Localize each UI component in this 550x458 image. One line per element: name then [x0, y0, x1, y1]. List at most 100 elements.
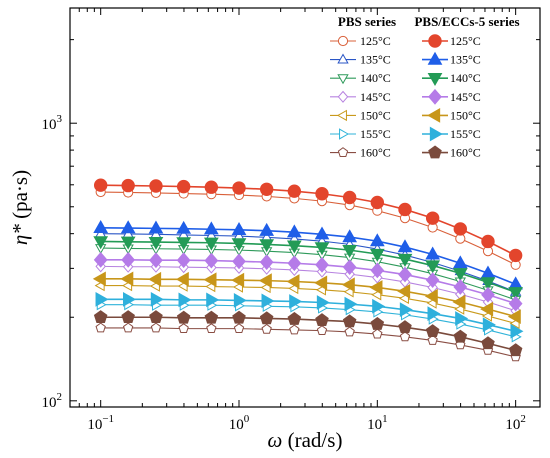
legend-swatch-marker [337, 74, 349, 85]
x-tick-label: 101 [367, 413, 388, 433]
data-point-filled [314, 275, 328, 291]
series-layer [92, 178, 524, 362]
data-point-filled [397, 283, 411, 299]
x-tick-label: 100 [229, 413, 250, 433]
data-point-filled [425, 324, 440, 338]
legend-swatch-marker [336, 109, 347, 122]
data-point-filled [453, 329, 468, 343]
y-tick-label: 102 [42, 391, 63, 411]
legend-label: 125°C [450, 34, 481, 48]
legend-swatch-marker [427, 73, 443, 87]
data-point-filled [508, 248, 523, 263]
legend-label: 150°C [360, 108, 391, 122]
data-point-filled [206, 292, 220, 308]
data-point-hollow [206, 323, 217, 334]
legend-label: 150°C [450, 108, 481, 122]
legend-item: 150°C [330, 108, 391, 122]
legend-item: 145°C [422, 88, 481, 105]
series-composite-135°C [93, 219, 524, 290]
x-axis-unit: (rad/s) [282, 428, 342, 452]
legend-swatch-marker [428, 145, 442, 159]
data-point-filled [176, 252, 191, 269]
data-point-filled [231, 272, 245, 288]
x-tick-label: 10−1 [87, 413, 114, 433]
legend-swatch-marker [427, 108, 441, 123]
series-composite-140°C [93, 236, 524, 301]
data-point-filled [121, 251, 136, 268]
data-point-filled [231, 238, 247, 252]
data-point-filled [259, 254, 274, 270]
data-point-filled [287, 255, 302, 272]
legend-item: 155°C [422, 126, 481, 142]
data-point-filled [203, 272, 217, 288]
data-point-filled [369, 248, 385, 262]
data-point-hollow [95, 322, 106, 333]
data-point-filled [342, 244, 358, 258]
data-point-filled [120, 220, 136, 234]
legend-label: 140°C [450, 71, 481, 85]
data-point-filled [259, 239, 275, 253]
data-point-filled [148, 236, 164, 250]
data-point-filled [259, 311, 274, 325]
data-point-filled [287, 184, 302, 198]
data-point-filled [175, 271, 189, 287]
data-point-filled [342, 314, 357, 328]
data-point-filled [425, 211, 440, 225]
data-point-filled [425, 260, 441, 274]
series-line [100, 278, 516, 318]
data-point-filled [287, 311, 302, 325]
data-point-hollow [289, 324, 300, 335]
series-line [100, 233, 516, 293]
legend-item: 145°C [330, 90, 391, 104]
legend-item: 160°C [330, 146, 391, 160]
y-tick-label: 103 [42, 113, 63, 133]
data-point-filled [203, 221, 219, 235]
data-point-filled [508, 295, 523, 312]
data-point-filled [510, 323, 524, 339]
data-point-hollow [178, 323, 189, 334]
series-line [100, 240, 516, 294]
legend-swatch-marker [337, 35, 349, 47]
data-point-filled [149, 310, 163, 324]
legend-label: 145°C [360, 90, 391, 104]
data-point-filled [480, 277, 496, 291]
data-point-filled [455, 311, 469, 326]
data-point-filled [370, 195, 385, 210]
x-axis-title: ω (rad/s) [268, 428, 343, 452]
data-point-filled [176, 179, 191, 194]
data-point-filled [286, 274, 300, 289]
data-point-filled [508, 343, 523, 357]
data-point-filled [259, 222, 275, 236]
data-point-filled [398, 202, 412, 217]
legend-swatch-marker [337, 147, 349, 158]
legend-label: 125°C [360, 34, 391, 48]
series-line [100, 316, 516, 352]
data-point-filled [370, 262, 385, 279]
legend-item: 150°C [422, 108, 481, 123]
data-point-filled [176, 237, 192, 251]
data-point-filled [398, 320, 412, 334]
data-point-filled [204, 310, 219, 324]
data-point-filled [342, 190, 357, 205]
data-point-filled [93, 219, 109, 233]
series-composite-160°C [93, 310, 523, 357]
legend-label: 135°C [360, 53, 391, 67]
x-axis-symbol: ω [268, 428, 283, 452]
data-point-filled [149, 179, 163, 193]
data-point-filled [178, 292, 192, 308]
y-axis-symbol: η* [8, 224, 32, 245]
legend-item: 135°C [422, 51, 481, 67]
data-point-filled [261, 293, 275, 309]
axis-ticks: 10−1 100 101 102 102 103 [42, 8, 540, 433]
series-line [100, 259, 516, 305]
legend-item: 140°C [422, 71, 481, 87]
series-line [100, 191, 516, 266]
data-point-filled [427, 306, 441, 322]
legend-swatch-marker [339, 128, 350, 140]
data-point-filled [314, 226, 330, 240]
data-point-filled [95, 291, 109, 307]
data-point-filled [148, 220, 164, 234]
data-point-filled [452, 255, 468, 269]
series-line [100, 304, 516, 338]
legend-label: 145°C [450, 90, 481, 104]
